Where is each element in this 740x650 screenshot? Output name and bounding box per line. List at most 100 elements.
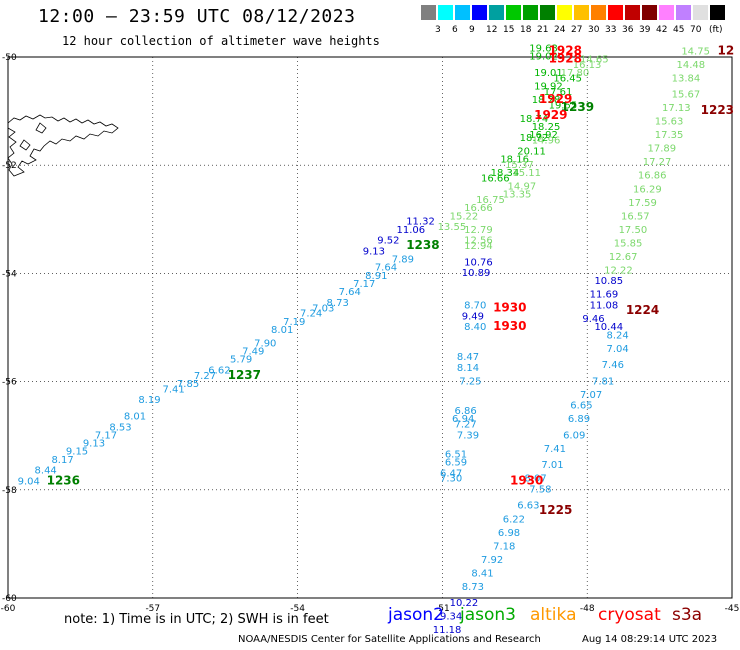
wave-height-label: 6.94 (452, 414, 474, 425)
wave-height-label: 12.79 (464, 225, 493, 236)
wave-height-label: 15.22 (450, 211, 479, 222)
wave-height-label: 13.35 (503, 190, 532, 201)
wave-height-label: 8.91 (365, 271, 387, 282)
wave-height-label: 8.14 (457, 363, 479, 374)
wave-height-label: 17.80 (561, 68, 590, 79)
wave-height-label: 6.65 (570, 401, 592, 412)
satellite-cryosat: cryosat (598, 605, 661, 625)
wave-height-label: 10.76 (464, 257, 493, 268)
wave-height-label: 8.40 (464, 322, 486, 333)
page-title: 12:00 – 23:59 UTC 08/12/2023 (38, 6, 356, 27)
scale-label: 6 (452, 25, 458, 35)
altimeter-labels: 9.048.448.179.159.137.178.538.018.197.41… (18, 43, 735, 636)
wave-height-label: 7.64 (375, 263, 397, 274)
longitude-tick-label: -54 (290, 604, 305, 614)
scale-swatch (625, 5, 640, 20)
scale-swatch (472, 5, 487, 20)
scale-label: 9 (469, 25, 475, 35)
map-frame (7, 56, 733, 599)
wave-height-label: 19.02 (529, 52, 558, 63)
longitude-tick-label: -45 (725, 604, 740, 614)
wave-height-label: 7.92 (481, 555, 503, 566)
wave-height-label: 7.19 (283, 317, 305, 328)
longitude-tick-label: -51 (435, 604, 450, 614)
satellite-altika: altika (530, 605, 577, 625)
scale-swatch (642, 5, 657, 20)
wave-height-label: 11.06 (397, 225, 426, 236)
wave-height-label: 7.41 (544, 444, 566, 455)
pass-time-label: 1929 (539, 92, 572, 106)
wave-height-label: 7.58 (529, 485, 551, 496)
wave-height-label: 11.08 (590, 301, 619, 312)
scale-label: 42 (656, 25, 668, 35)
scale-swatch (455, 5, 470, 20)
wave-height-label: 18.25 (532, 122, 561, 133)
wave-height-label: 11.18 (433, 625, 462, 636)
wave-height-label: 15.63 (655, 117, 684, 128)
wave-height-label: 18.16 (500, 154, 529, 165)
wave-height-label: 12.94 (464, 241, 493, 252)
pass-time-label: 1238 (406, 238, 439, 252)
wave-height-label: 8.24 (607, 330, 629, 341)
wave-height-label: 6.51 (445, 449, 467, 460)
wave-height-label: 14.75 (681, 46, 710, 57)
wave-height-label: 17.35 (655, 130, 684, 141)
wave-height-label: 14.97 (508, 182, 537, 193)
pass-time-label: 1929 (534, 108, 567, 122)
scale-label: 39 (639, 25, 651, 35)
satellite-jason2: jason2 (388, 605, 444, 625)
pass-time-label: 1928 (549, 51, 582, 65)
scale-label: 36 (622, 25, 634, 35)
pass-time-label: 1239 (561, 100, 594, 114)
wave-height-label: 8.07 (524, 474, 546, 485)
pass-time-label: 1224 (626, 303, 659, 317)
wave-height-label: 18.34 (491, 168, 520, 179)
pass-time-label: 1225 (539, 503, 572, 517)
wave-height-label: 17.61 (544, 87, 573, 98)
pass-time-label: 12 (718, 43, 735, 57)
wave-height-label: 7.41 (162, 384, 184, 395)
wave-height-label: 9.15 (66, 447, 88, 458)
wave-height-label: 8.47 (457, 352, 479, 363)
wave-height-label: 6.86 (454, 406, 476, 417)
footer-note: note: 1) Time is in UTC; 2) SWH is in fe… (64, 612, 329, 627)
wave-height-label: 15.85 (614, 238, 643, 249)
wave-height-label: 7.46 (602, 360, 624, 371)
wave-height-label: 6.47 (440, 468, 462, 479)
scale-label: 12 (486, 25, 498, 35)
wave-height-label: 7.30 (440, 474, 462, 485)
wave-height-label: 7.27 (454, 420, 476, 431)
wave-height-label: 8.19 (138, 395, 160, 406)
latitude-tick-label: -54 (2, 269, 17, 279)
wave-height-label: 8.44 (35, 466, 57, 477)
page-subtitle: 12 hour collection of altimeter wave hei… (62, 34, 380, 48)
scale-label: 45 (673, 25, 685, 35)
scale-label: 30 (588, 25, 600, 35)
scale-swatch (438, 5, 453, 20)
wave-height-label: 16.13 (573, 60, 602, 71)
wave-height-label: 17.59 (628, 198, 657, 209)
wave-height-label: 8.41 (471, 568, 493, 579)
wave-height-label: 13.55 (438, 222, 467, 233)
wave-height-label: 16.75 (476, 195, 505, 206)
wave-height-label: 16.66 (464, 203, 493, 214)
scale-unit: (ft) (709, 25, 723, 35)
wave-height-label: 7.17 (353, 279, 375, 290)
lat-lon-grid: -60 -57 -54 -51 -48 -45 -50 -52 -54 -56 -58 -60 (1, 53, 740, 614)
wave-height-label: 8.70 (464, 301, 486, 312)
wave-height-label: 16.57 (621, 211, 650, 222)
longitude-tick-label: -60 (1, 604, 16, 614)
falkland-islands-landmass (7, 114, 119, 177)
latitude-tick-label: -56 (2, 378, 17, 388)
wave-height-label: 16.92 (529, 130, 558, 141)
longitude-tick-label: -48 (580, 604, 595, 614)
scale-swatch (574, 5, 589, 20)
wave-height-label: 6.09 (563, 430, 585, 441)
wave-height-label: 17.27 (643, 157, 672, 168)
wave-height-label: 15.67 (672, 90, 701, 101)
wave-height-label: 10.89 (462, 268, 491, 279)
wave-height-label: 16.45 (553, 73, 582, 84)
scale-label: 3 (435, 25, 441, 35)
wave-height-label: 18.72 (520, 133, 549, 144)
wave-height-label: 11.32 (406, 217, 435, 228)
